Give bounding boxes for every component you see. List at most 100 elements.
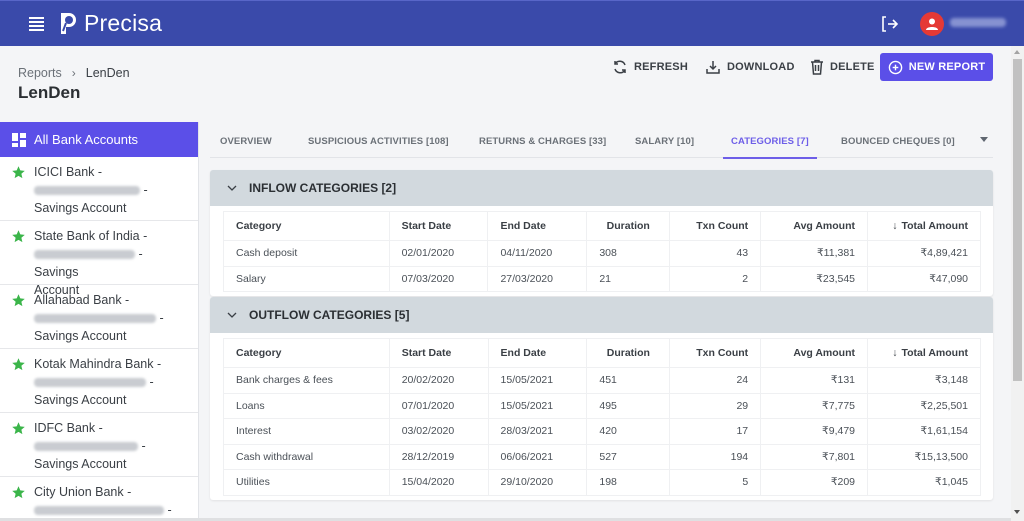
col-total-amount[interactable]: ↓ Total Amount xyxy=(867,338,981,368)
tab-salary[interactable]: SALARY [10] xyxy=(635,135,695,147)
account-id-blurred xyxy=(34,314,156,324)
table-row[interactable]: Utilities 15/04/2020 29/10/2020 198 5 ₹2… xyxy=(223,469,981,496)
cell-start-date: 20/02/2020 xyxy=(388,367,489,394)
cell-total-amount: ₹47,090 xyxy=(867,265,981,292)
cell-end-date: 15/05/2021 xyxy=(487,392,588,419)
outflow-categories-panel: OUTFLOW CATEGORIES [5] Category Start Da… xyxy=(210,297,993,500)
sidebar-item-allahabad[interactable]: Allahabad Bank - - Savings Account xyxy=(0,285,198,349)
sidebar-item-city-union[interactable]: City Union Bank - - xyxy=(0,477,198,521)
cell-avg-amount: ₹7,801 xyxy=(760,443,869,470)
sort-desc-arrow-icon: ↓ xyxy=(892,347,898,359)
vertical-scrollbar[interactable] xyxy=(1011,46,1024,521)
refresh-button[interactable]: REFRESH xyxy=(612,54,688,81)
cell-avg-amount: ₹209 xyxy=(760,469,869,496)
tab-suspicious-activities[interactable]: SUSPICIOUS ACTIVITIES [108] xyxy=(308,135,449,147)
tab-bounced-cheques[interactable]: BOUNCED CHEQUES [0] xyxy=(841,135,955,147)
cell-end-date: 29/10/2020 xyxy=(487,469,588,496)
account-type: Savings Account xyxy=(34,457,127,471)
star-icon xyxy=(12,358,25,371)
star-icon xyxy=(12,230,25,243)
col-start-date[interactable]: Start Date xyxy=(388,211,489,241)
table-header-row: Category Start Date End Date Duration Tx… xyxy=(223,338,981,368)
sidebar-item-kotak[interactable]: Kotak Mahindra Bank - - Savings Account xyxy=(0,349,198,413)
download-label: DOWNLOAD xyxy=(727,61,795,73)
cell-category: Salary xyxy=(223,265,390,292)
bank-name: State Bank of India - xyxy=(34,229,148,243)
table-row[interactable]: Bank charges & fees 20/02/2020 15/05/202… xyxy=(223,367,981,394)
table-row[interactable]: Loans 07/01/2020 15/05/2021 495 29 ₹7,77… xyxy=(223,392,981,419)
delete-button[interactable]: DELETE xyxy=(810,54,875,81)
table-row[interactable]: Interest 03/02/2020 28/03/2021 420 17 ₹9… xyxy=(223,418,981,445)
sidebar-item-icici[interactable]: ICICI Bank - - Savings Account xyxy=(0,157,198,221)
report-tabs: OVERVIEW SUSPICIOUS ACTIVITIES [108] RET… xyxy=(210,124,993,159)
account-id-blurred xyxy=(34,250,135,260)
scroll-down-arrow-icon[interactable] xyxy=(1014,510,1020,514)
delete-label: DELETE xyxy=(830,61,875,73)
cell-duration: 21 xyxy=(586,265,671,292)
cell-txn-count: 5 xyxy=(669,469,762,496)
sidebar-item-sbi[interactable]: State Bank of India - - Savings Account xyxy=(0,221,198,297)
col-duration[interactable]: Duration xyxy=(586,211,671,241)
precisa-logo-icon xyxy=(61,13,76,34)
app-logo[interactable]: Precisa xyxy=(59,10,162,37)
tab-categories[interactable]: CATEGORIES [7] xyxy=(723,124,817,159)
user-avatar[interactable] xyxy=(920,12,944,36)
account-id-blurred xyxy=(34,506,164,516)
col-avg-amount[interactable]: Avg Amount xyxy=(760,211,869,241)
col-start-date[interactable]: Start Date xyxy=(388,338,489,368)
col-txn-count[interactable]: Txn Count xyxy=(669,211,762,241)
refresh-icon xyxy=(614,60,626,74)
sidebar-item-idfc[interactable]: IDFC Bank - - Savings Account xyxy=(0,413,198,477)
cell-end-date: 06/06/2021 xyxy=(487,443,588,470)
hamburger-menu-icon[interactable] xyxy=(29,17,44,31)
cell-duration: 308 xyxy=(586,240,671,267)
col-duration[interactable]: Duration xyxy=(586,338,671,368)
account-id-blurred xyxy=(34,378,146,388)
inflow-section-header[interactable]: INFLOW CATEGORIES [2] xyxy=(210,170,993,206)
table-row[interactable]: Cash withdrawal 28/12/2019 06/06/2021 52… xyxy=(223,443,981,470)
download-button[interactable]: DOWNLOAD xyxy=(705,54,795,81)
tab-overview[interactable]: OVERVIEW xyxy=(220,135,272,147)
cell-category: Loans xyxy=(223,392,390,419)
cell-start-date: 07/01/2020 xyxy=(388,392,489,419)
breadcrumb-reports-link[interactable]: Reports xyxy=(18,66,62,80)
bank-name: Kotak Mahindra Bank - xyxy=(34,357,162,371)
account-id-blurred xyxy=(34,442,138,452)
cell-duration: 420 xyxy=(586,418,671,445)
more-tabs-dropdown-icon[interactable] xyxy=(980,137,988,142)
col-total-amount[interactable]: ↓ Total Amount xyxy=(867,211,981,241)
refresh-label: REFRESH xyxy=(634,61,688,73)
scroll-up-arrow-icon[interactable] xyxy=(1014,50,1020,54)
col-end-date[interactable]: End Date xyxy=(487,211,588,241)
account-type: Savings Account xyxy=(34,393,127,407)
cell-avg-amount: ₹9,479 xyxy=(760,418,869,445)
table-row[interactable]: Salary 07/03/2020 27/03/2020 21 2 ₹23,54… xyxy=(223,265,981,292)
all-bank-accounts-item[interactable]: All Bank Accounts xyxy=(0,122,198,157)
cell-txn-count: 17 xyxy=(669,418,762,445)
col-category[interactable]: Category xyxy=(223,211,390,241)
username-blurred[interactable] xyxy=(950,18,1006,27)
plus-circle-icon xyxy=(888,60,903,74)
horizontal-scrollbar[interactable] xyxy=(0,518,1011,521)
outflow-section-header[interactable]: OUTFLOW CATEGORIES [5] xyxy=(210,297,993,333)
col-category[interactable]: Category xyxy=(223,338,390,368)
scrollbar-thumb[interactable] xyxy=(1013,59,1022,381)
table-row[interactable]: Cash deposit 02/01/2020 04/11/2020 308 4… xyxy=(223,240,981,267)
new-report-button[interactable]: NEW REPORT xyxy=(880,53,993,81)
star-icon xyxy=(12,294,25,307)
cell-total-amount: ₹1,61,154 xyxy=(867,418,981,445)
col-end-date[interactable]: End Date xyxy=(487,338,588,368)
col-txn-count[interactable]: Txn Count xyxy=(669,338,762,368)
tab-returns-charges[interactable]: RETURNS & CHARGES [33] xyxy=(479,135,607,147)
col-avg-amount[interactable]: Avg Amount xyxy=(760,338,869,368)
cell-end-date: 04/11/2020 xyxy=(487,240,588,267)
cell-total-amount: ₹1,045 xyxy=(867,469,981,496)
cell-total-amount: ₹3,148 xyxy=(867,367,981,394)
cell-avg-amount: ₹11,381 xyxy=(760,240,869,267)
table-header-row: Category Start Date End Date Duration Tx… xyxy=(223,211,981,241)
cell-duration: 527 xyxy=(586,443,671,470)
bank-name: Allahabad Bank - xyxy=(34,293,130,307)
logout-icon[interactable] xyxy=(880,14,900,34)
page-title: LenDen xyxy=(18,83,81,102)
star-icon xyxy=(12,486,25,499)
